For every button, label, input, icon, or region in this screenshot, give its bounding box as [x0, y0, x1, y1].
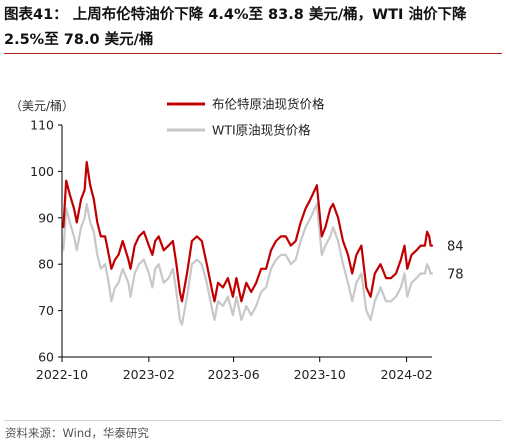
- title-divider: [4, 53, 502, 54]
- x-tick-label: 2023-02: [123, 367, 175, 382]
- y-tick-label: 80: [38, 257, 54, 272]
- end-value-label: 84: [447, 240, 464, 255]
- wti-series-line: [62, 202, 434, 326]
- end-value-label: 78: [447, 267, 464, 282]
- y-tick-label: 100: [30, 164, 54, 179]
- x-tick-label: 2023-10: [294, 367, 346, 382]
- x-tick-label: 2022-10: [36, 367, 88, 382]
- y-tick-label: 60: [38, 350, 54, 365]
- legend-label: 布伦特原油现货价格: [212, 97, 325, 112]
- x-axis: 2022-10 2023-02 2023-06 2023-10 2024-02: [36, 356, 433, 382]
- x-tick-label: 2023-06: [207, 367, 259, 382]
- y-axis: 60 70 80 90 100 110: [30, 118, 63, 365]
- end-labels: 84 78: [447, 240, 464, 283]
- source-note: 资料来源：Wind，华泰研究: [5, 426, 149, 440]
- x-tick-label: 2024-02: [380, 367, 432, 382]
- y-axis-unit-label: （美元/桶）: [10, 98, 74, 113]
- figure-title: 图表41： 上周布伦特油价下降 4.4%至 83.8 美元/桶，WTI 油价下降…: [4, 7, 467, 48]
- footer-divider: [4, 420, 502, 421]
- y-tick-label: 90: [38, 210, 54, 225]
- y-tick-label: 110: [30, 118, 54, 133]
- legend: 布伦特原油现货价格 WTI原油现货价格: [167, 97, 325, 138]
- plot-area: [62, 161, 434, 326]
- y-tick-label: 70: [38, 303, 54, 318]
- brent-series-line: [62, 161, 434, 303]
- legend-label: WTI原油现货价格: [212, 123, 311, 138]
